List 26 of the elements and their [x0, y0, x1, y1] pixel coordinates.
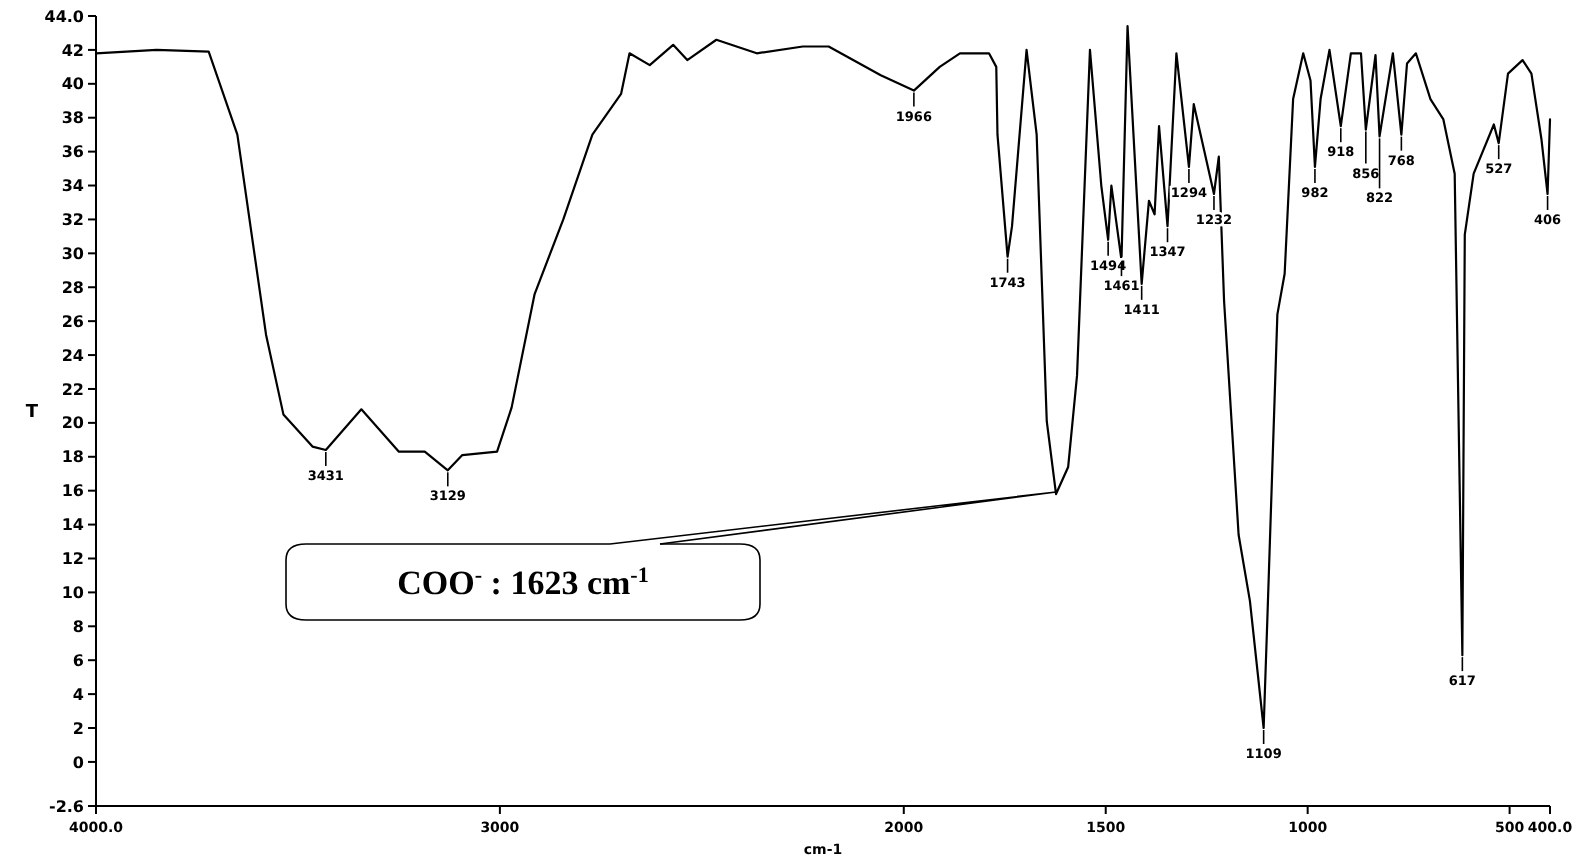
y-tick-label: 40: [61, 75, 85, 94]
y-tick-label: 30: [61, 244, 85, 263]
y-tick-label: 4: [72, 685, 85, 704]
y-tick-label: 0: [72, 753, 85, 772]
y-tick-label: 14: [61, 516, 85, 535]
y-tick-label: 8: [72, 617, 85, 636]
y-tick-label: 38: [61, 109, 85, 128]
y-tick-label: 12: [61, 550, 84, 569]
y-tick-label: 18: [61, 448, 85, 467]
y-tick-label: -2.6: [49, 797, 85, 816]
y-tick-label: 24: [61, 346, 85, 365]
y-tick-label: 16: [61, 482, 85, 501]
y-tick-label: 2: [72, 719, 84, 738]
y-tick-label: 36: [61, 143, 85, 162]
y-tick-label: 42: [61, 41, 84, 60]
y-tick-label: 22: [61, 380, 84, 399]
annotation: COO$^{-}$ : 1623 cm$^{-1}$: [397, 564, 649, 602]
y-tick-label: 32: [61, 211, 84, 230]
y-tick-label: 20: [61, 414, 85, 433]
y-tick-label: 28: [61, 278, 85, 297]
y-tick-label: 34: [61, 177, 85, 196]
y-tick-label: 10: [61, 583, 85, 602]
y-tick-label: 44.0: [44, 7, 85, 26]
y-tick-label: 26: [61, 312, 85, 331]
y-axis-title: T: [25, 403, 40, 424]
y-tick-label: 6: [72, 651, 85, 670]
